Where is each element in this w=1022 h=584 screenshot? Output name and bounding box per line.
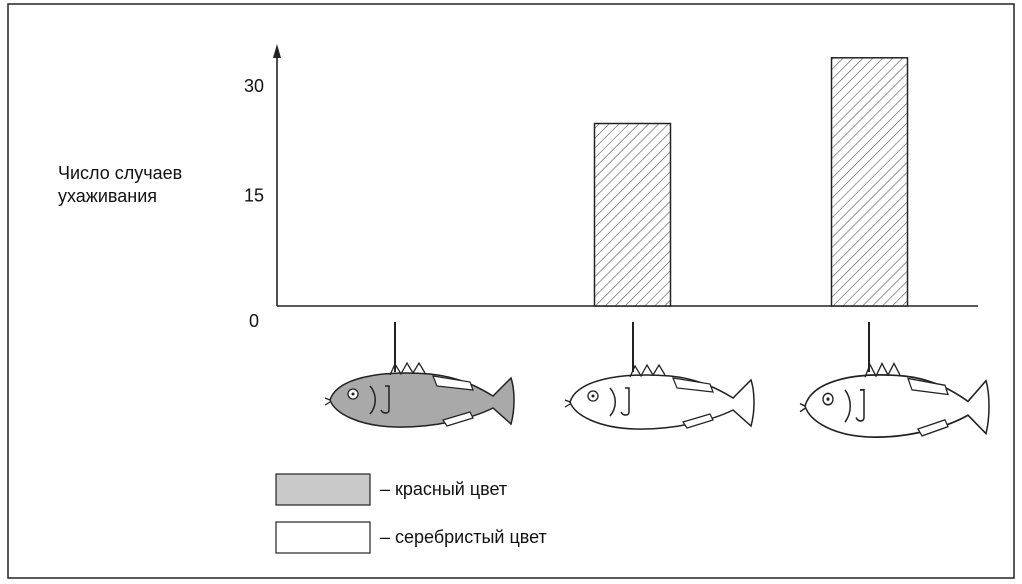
- y-tick-label: 30: [244, 76, 264, 96]
- legend-label: – серебристый цвет: [380, 527, 547, 547]
- legend-swatch: [275, 521, 371, 554]
- y-axis-label: Число случаев ухаживания: [58, 163, 183, 206]
- y-tick-label: 15: [244, 185, 264, 205]
- bar: [830, 57, 909, 307]
- y-axis-arrow: [273, 44, 281, 58]
- frame: [7, 3, 1015, 579]
- legend-swatch: [275, 473, 371, 506]
- fish-red: [324, 322, 515, 428]
- legend-label: – красный цвет: [380, 479, 507, 499]
- y-tick-label: 0: [249, 311, 259, 331]
- fish-silver-pregnant: [799, 322, 990, 438]
- bar: [593, 122, 672, 307]
- fish-silver: [564, 322, 755, 430]
